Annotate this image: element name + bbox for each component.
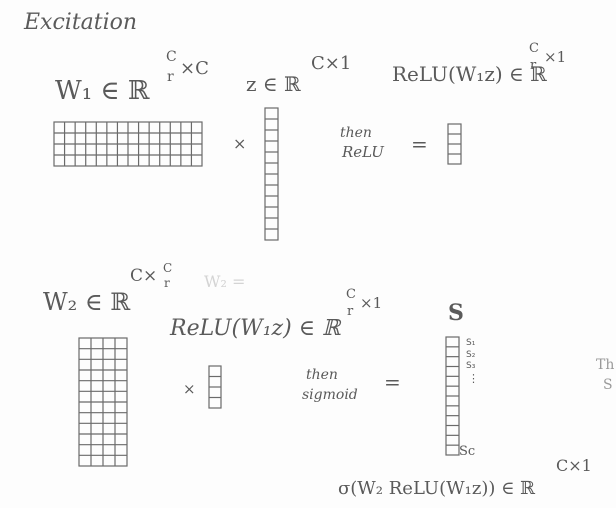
relu-exponent-den: r (530, 58, 537, 73)
z-exponent: C×1 (311, 53, 352, 74)
then-relu-line2: ReLU (342, 143, 384, 161)
s-entry-3: S₃ (466, 361, 476, 371)
relu2-exponent-num: C (346, 287, 356, 302)
then-sigmoid-line2: sigmoid (302, 387, 358, 403)
relu2-exponent-tail: ×1 (360, 294, 383, 312)
s-entry-1: S₁ (466, 338, 476, 348)
then-sigmoid-line1: then (306, 367, 338, 383)
relu-exponent-tail: ×1 (544, 48, 567, 66)
s-entry-2: S₂ (466, 350, 476, 360)
output-formula: σ(W₂ ReLU(W₁z)) ∈ ℝ (338, 478, 536, 499)
multiply-sign-2: × (183, 380, 196, 398)
w2-exponent: C× (130, 266, 158, 286)
w2-exponent-den: r (164, 276, 170, 290)
w1-matrix (53, 121, 203, 167)
relu2-exponent-den: r (347, 304, 354, 319)
s-entry-last: Sc (459, 444, 476, 459)
relu-input-vector (208, 365, 222, 409)
w1-exponent-tail: ×C (180, 58, 209, 79)
w1-exponent-num: C (166, 49, 177, 65)
relu-output-vector (447, 123, 462, 165)
cutoff-text-2: S (603, 377, 613, 393)
s-vector (445, 336, 460, 456)
output-formula-exponent: C×1 (556, 456, 592, 475)
title: Excitation (24, 10, 138, 35)
relu-exponent-num: C (529, 41, 539, 56)
z-label: z ∈ ℝ (246, 72, 301, 96)
w1-label: W₁ ∈ ℝ (55, 76, 150, 106)
relu-output-label: ReLU(W₁z) ∈ ℝ (392, 62, 547, 86)
w2-exponent-num: C (163, 261, 173, 275)
w2-label: W₂ ∈ ℝ (43, 288, 131, 316)
equals-sign-2: = (384, 370, 401, 394)
cutoff-text-1: Th (596, 357, 615, 373)
s-entry-dots: ⋮ (468, 372, 479, 385)
w2-matrix (78, 337, 128, 467)
s-vector-label: S (448, 300, 464, 326)
then-relu-line1: then (340, 125, 372, 141)
multiply-sign-1: × (233, 134, 247, 153)
ghost-scribble: W₂ = (204, 272, 246, 291)
w1-exponent-den: r (167, 69, 174, 85)
equals-sign-1: = (411, 132, 428, 156)
z-vector (264, 107, 279, 241)
relu-input-label: ReLU(W₁z) ∈ ℝ (170, 316, 341, 341)
